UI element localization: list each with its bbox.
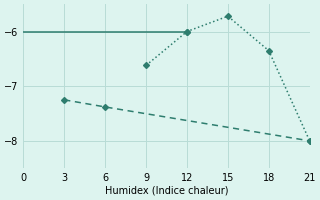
X-axis label: Humidex (Indice chaleur): Humidex (Indice chaleur) — [105, 186, 228, 196]
